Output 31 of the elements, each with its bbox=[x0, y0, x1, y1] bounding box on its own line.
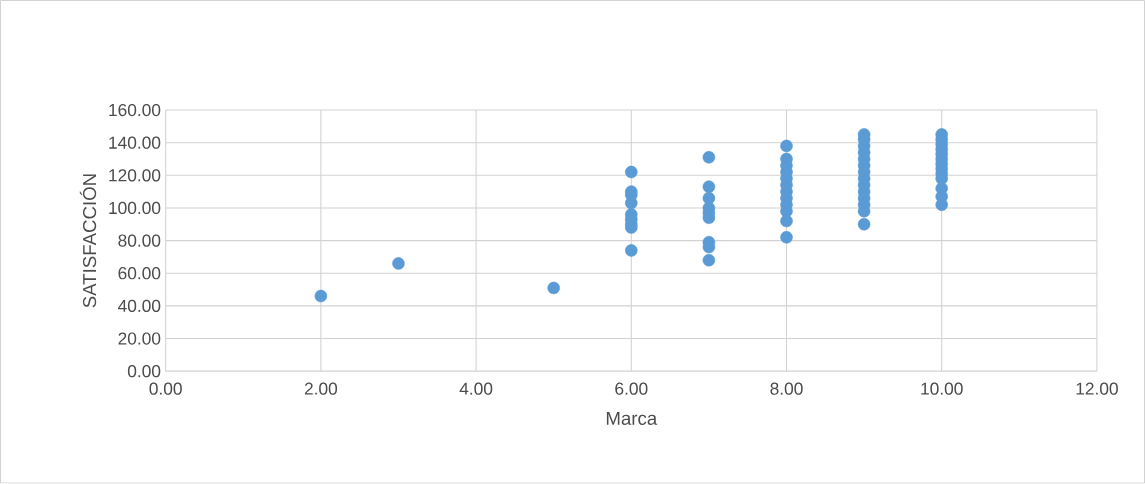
y-tick-label: 0.00 bbox=[127, 365, 161, 378]
x-tick-label: 0.00 bbox=[149, 382, 182, 396]
y-tick-label: 160.00 bbox=[109, 104, 161, 117]
point bbox=[935, 198, 948, 212]
x-tick-label: 12.00 bbox=[1076, 382, 1118, 396]
y-tick-label: 60.00 bbox=[118, 267, 161, 280]
point bbox=[547, 281, 560, 295]
y-tick-label: 20.00 bbox=[118, 332, 161, 345]
y-tick-label: 100.00 bbox=[109, 202, 161, 215]
point bbox=[625, 166, 638, 179]
point bbox=[780, 139, 793, 153]
y-tick-label: 140.00 bbox=[109, 136, 161, 150]
point bbox=[702, 180, 716, 194]
point bbox=[392, 257, 405, 270]
x-tick-label: 10.00 bbox=[921, 382, 963, 396]
point bbox=[702, 151, 716, 164]
y-tick-label: 40.00 bbox=[118, 299, 161, 313]
point bbox=[625, 244, 638, 257]
y-axis-title: SATISFACCIÓN bbox=[79, 174, 97, 308]
x-tick-label: 6.00 bbox=[615, 382, 648, 396]
point bbox=[857, 218, 871, 231]
y-tick-label: 120.00 bbox=[109, 169, 161, 182]
x-tick-label: 4.00 bbox=[459, 382, 493, 396]
x-tick-label: 2.00 bbox=[304, 382, 338, 396]
point bbox=[702, 254, 716, 267]
point bbox=[314, 290, 328, 303]
y-tick-label: 80.00 bbox=[118, 234, 161, 247]
point bbox=[780, 214, 793, 228]
x-tick-label: 8.00 bbox=[770, 382, 803, 396]
point bbox=[780, 231, 793, 244]
x-axis-title: Marca bbox=[606, 412, 658, 426]
